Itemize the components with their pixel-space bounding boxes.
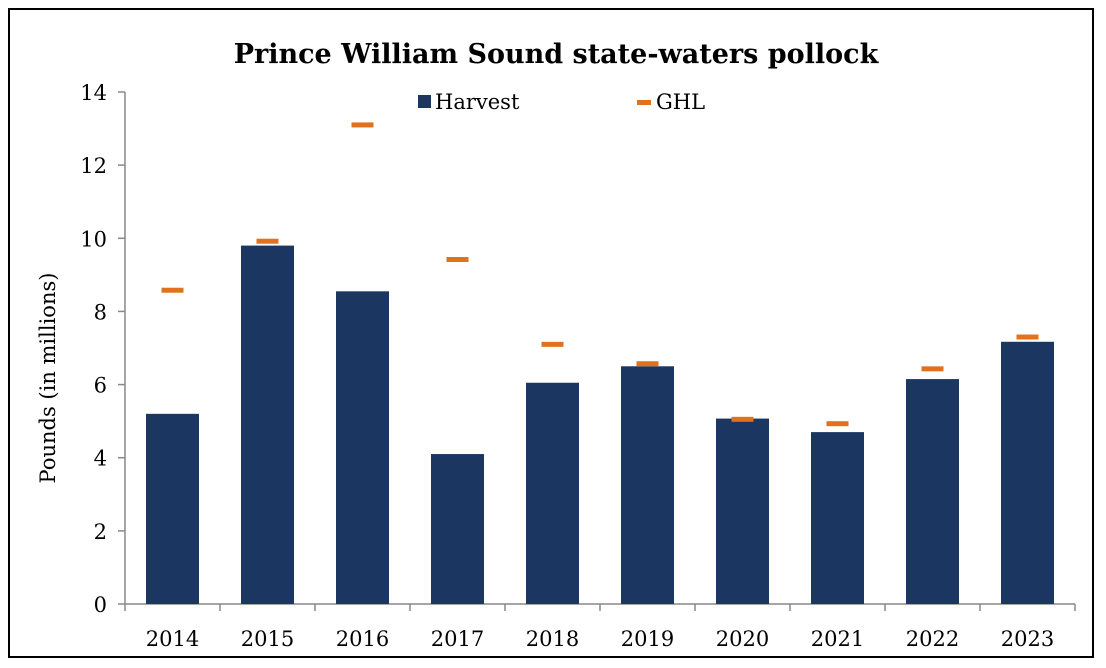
- ghl-marker: [826, 421, 849, 427]
- legend-ghl-label: GHL: [656, 90, 705, 114]
- x-tick-label: 2018: [526, 627, 579, 651]
- x-tick-label: 2021: [811, 627, 864, 651]
- x-tick-label: 2023: [1001, 627, 1054, 651]
- ghl-marker: [1016, 334, 1039, 340]
- legend-harvest-swatch: [418, 95, 431, 108]
- y-axis: 0 2 4 6 8 10 12 14: [80, 81, 126, 617]
- x-tick-label: 2022: [906, 627, 959, 651]
- ghl-marker: [256, 238, 279, 244]
- x-axis: 2014 2015 2016 2017 2018 2019 2020 2021 2022 2023: [124, 603, 1076, 651]
- harvest-bars: [146, 245, 1054, 604]
- harvest-bar: [906, 379, 959, 604]
- x-tick-label: 2016: [336, 627, 389, 651]
- harvest-bar: [716, 418, 769, 604]
- y-tick-label: 10: [80, 227, 107, 251]
- x-tick-label: 2014: [146, 627, 199, 651]
- harvest-bar: [431, 454, 484, 604]
- x-tick-label: 2019: [621, 627, 674, 651]
- ghl-marker: [636, 361, 659, 367]
- harvest-bar: [336, 291, 389, 604]
- y-axis-label: Pounds (in millions): [36, 273, 60, 484]
- ghl-marker: [921, 366, 944, 372]
- legend-ghl-swatch: [637, 100, 651, 105]
- x-tick-label: 2015: [241, 627, 294, 651]
- ghl-markers: [161, 122, 1039, 427]
- ghl-marker: [731, 416, 754, 422]
- y-tick-label: 14: [80, 81, 107, 105]
- ghl-marker: [541, 341, 564, 347]
- ghl-marker: [161, 287, 184, 293]
- harvest-bar: [811, 432, 864, 604]
- y-tick-label: 0: [94, 593, 107, 617]
- x-tick-label: 2017: [431, 627, 484, 651]
- y-tick-label: 6: [94, 374, 107, 398]
- legend-harvest-label: Harvest: [435, 90, 520, 114]
- legend: Harvest GHL: [418, 90, 705, 114]
- ghl-marker: [446, 256, 469, 262]
- y-tick-label: 4: [94, 447, 107, 471]
- harvest-bar: [146, 413, 199, 604]
- y-tick-label: 2: [94, 520, 107, 544]
- harvest-bar: [526, 382, 579, 604]
- x-tick-label: 2020: [716, 627, 769, 651]
- harvest-bar: [621, 366, 674, 604]
- chart-title: Prince William Sound state-waters polloc…: [234, 39, 880, 70]
- harvest-bar: [241, 245, 294, 604]
- harvest-bar: [1001, 341, 1054, 604]
- ghl-marker: [351, 122, 374, 128]
- y-tick-label: 12: [80, 154, 107, 178]
- y-tick-label: 8: [94, 300, 107, 324]
